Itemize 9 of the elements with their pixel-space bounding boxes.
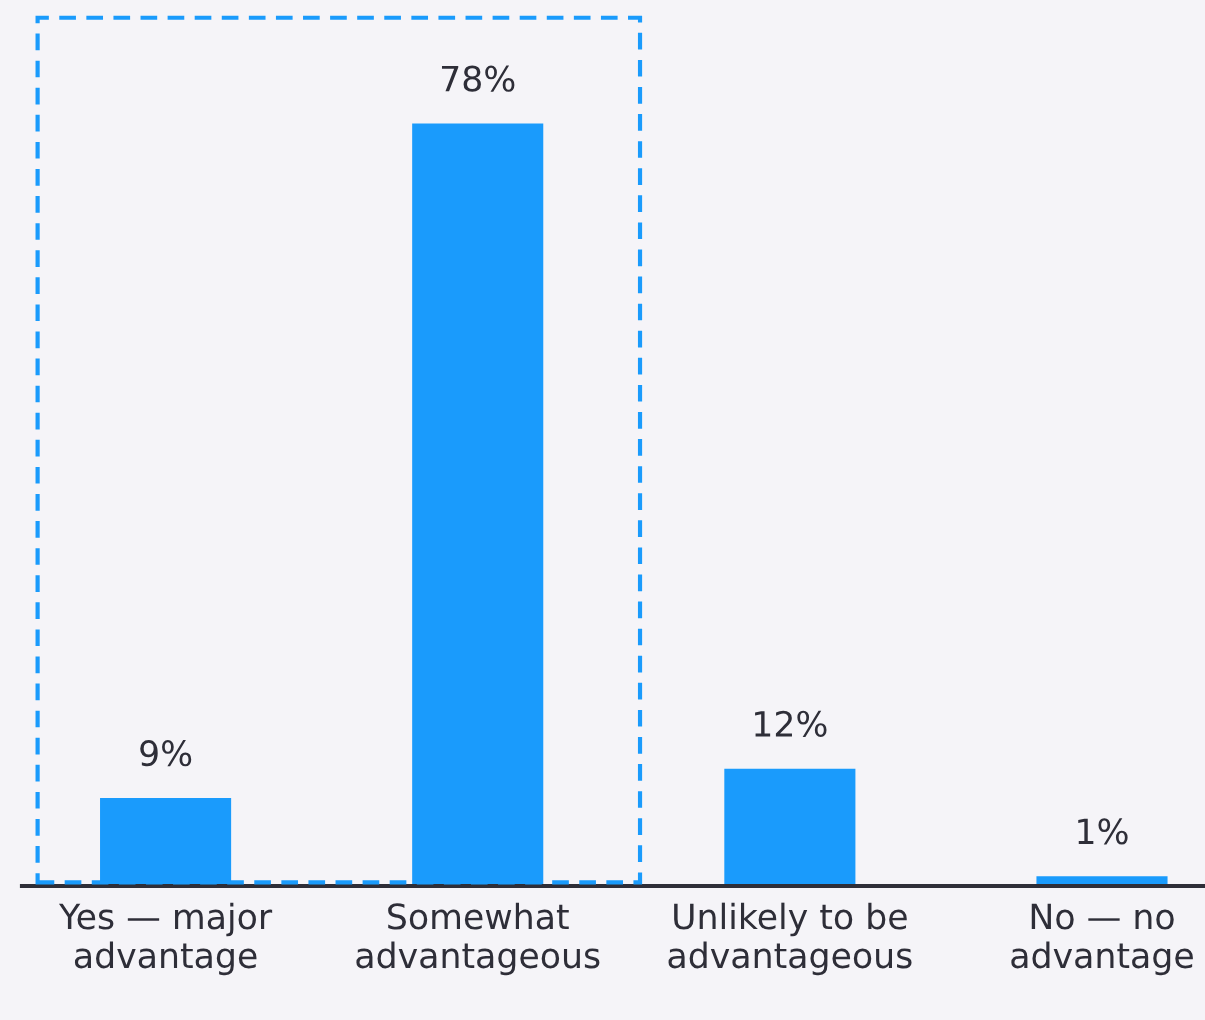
data-label: 78% [441,65,515,92]
data-label: 12% [755,710,827,737]
x-tick-label: Unlikely to be advantageous [668,902,912,976]
x-tick-label: No — no advantage [1011,903,1193,976]
x-tick-label: Somewhat advantageous [356,902,600,976]
bar [724,768,856,886]
x-tick-label: Yes — major advantage [58,902,273,976]
data-label: 1% [1078,818,1128,845]
data-label: 9% [140,740,192,767]
